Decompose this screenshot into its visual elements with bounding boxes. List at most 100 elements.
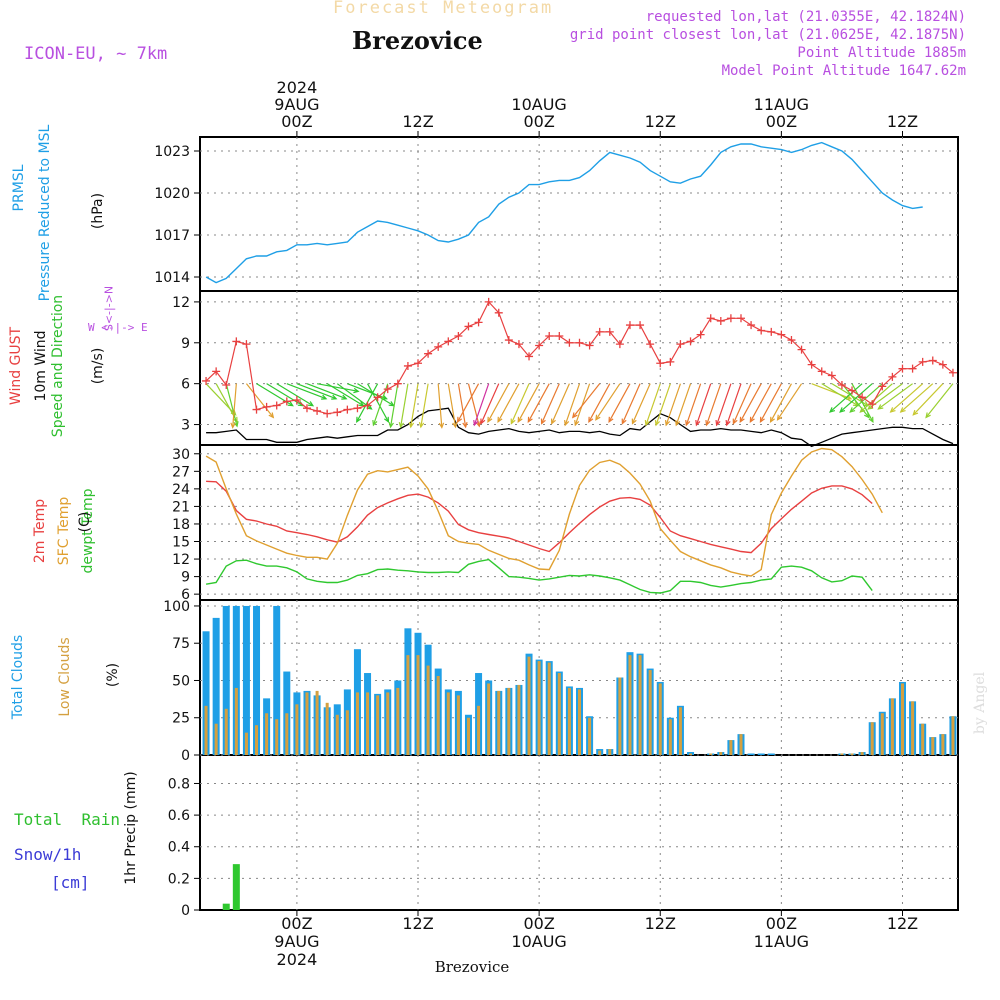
- wind-arrow-head: [595, 414, 601, 421]
- low-cloud-bar: [477, 705, 481, 755]
- low-cloud-bar: [860, 752, 864, 755]
- wind-arrow-head: [475, 421, 481, 428]
- wind-arrow-head: [695, 419, 701, 427]
- wind-arrow-head: [307, 401, 315, 407]
- top-hour-label: 12Z: [645, 112, 676, 131]
- y-tick-label: 0: [181, 903, 190, 919]
- bottom-location-label: Brezovice: [435, 958, 510, 976]
- gust-marker: [222, 381, 231, 390]
- low-cloud-bar: [376, 695, 380, 755]
- low-cloud-bar: [416, 655, 420, 755]
- wind-arrow: [925, 383, 954, 418]
- wind-arrow: [497, 383, 520, 423]
- low-cloud-bar: [618, 677, 622, 755]
- wind-arrow: [225, 383, 238, 427]
- y-tick-label: 0.2: [168, 871, 190, 887]
- model-altitude: Model Point Altitude 1647.62m: [721, 63, 966, 79]
- gust-marker: [656, 359, 665, 368]
- gust-marker: [747, 321, 756, 330]
- low-cloud-bar: [537, 661, 541, 755]
- gust-marker: [817, 367, 826, 376]
- wind-arrow: [480, 383, 500, 424]
- panel-frame: [199, 136, 959, 292]
- low-cloud-bar: [527, 656, 531, 755]
- bottom-hour-label: 00Z: [766, 914, 797, 933]
- wind-arrow: [517, 383, 540, 423]
- gust-marker: [242, 340, 251, 349]
- wind-arrow: [621, 383, 641, 424]
- grid-point-coords: grid point closest lon,lat (21.0625E, 42…: [569, 27, 966, 43]
- gust-marker: [585, 341, 594, 350]
- wind-arrow: [749, 383, 772, 423]
- y-tick-label: 1023: [154, 144, 190, 160]
- bottom-year-label: 2024: [277, 950, 318, 969]
- wind-arrow: [473, 383, 490, 426]
- gust-marker: [777, 330, 786, 339]
- low-cloud-bar: [678, 707, 682, 755]
- gust-marker: [666, 357, 675, 366]
- gust-marker: [202, 376, 211, 385]
- bottom-hour-label: 00Z: [281, 914, 312, 933]
- gust-marker: [252, 405, 261, 414]
- gust-marker: [514, 340, 523, 349]
- low-cloud-bar: [547, 662, 551, 755]
- total-cloud-bar: [242, 605, 250, 755]
- low-cloud-bar: [406, 655, 410, 755]
- low-cloud-bar: [224, 708, 228, 755]
- wind-arrow: [457, 383, 480, 423]
- panel-frame: [199, 754, 959, 911]
- total-cloud-bar: [202, 631, 210, 755]
- wind-arrow: [326, 383, 364, 407]
- y-tick-label: 21: [172, 499, 190, 515]
- gust-marker: [848, 386, 857, 395]
- low-cloud-bar: [305, 692, 309, 755]
- low-cloud-bar: [487, 683, 491, 755]
- wind-arrow: [510, 383, 530, 424]
- top-hour-label: 00Z: [766, 112, 797, 131]
- wind-arrow: [695, 383, 712, 426]
- gust-marker: [484, 297, 493, 306]
- wind-arrow: [541, 383, 560, 424]
- wind-arrow-head: [438, 422, 445, 429]
- gust-marker: [333, 408, 342, 417]
- low-cloud-bar: [931, 737, 935, 755]
- y-tick-label: 0.6: [168, 808, 190, 824]
- bottom-hour-label: 12Z: [402, 914, 433, 933]
- low-cloud-bar: [315, 690, 319, 755]
- low-cloud-bar: [557, 673, 561, 755]
- wind-arrow: [527, 383, 550, 423]
- rain-bar: [232, 864, 240, 910]
- wind-arrow: [564, 383, 581, 426]
- wind-arrow-head: [356, 416, 362, 423]
- total-cloud-bar: [253, 605, 261, 755]
- wind-arrow-head: [739, 416, 745, 423]
- top-year-label: 2024: [277, 78, 318, 97]
- wind-arrow: [232, 383, 237, 428]
- y-tick-label: 9: [181, 570, 190, 586]
- gust-marker: [272, 401, 281, 410]
- wind-arrow: [759, 383, 782, 423]
- low-cloud-bar: [729, 740, 733, 755]
- gust-marker: [282, 397, 291, 406]
- low-cloud-bar: [921, 723, 925, 755]
- faint-title: Forecast Meteogram: [333, 0, 554, 18]
- pressure-line: [205, 141, 923, 284]
- low-cloud-bar: [466, 717, 470, 755]
- model-label: ICON-EU, ~ 7km: [24, 44, 168, 64]
- wind-arrow-head: [749, 416, 755, 423]
- wind-arrow-head: [517, 416, 523, 423]
- low-cloud-bar: [507, 687, 511, 755]
- top-hour-label: 12Z: [887, 112, 918, 131]
- gust-marker: [605, 327, 614, 336]
- wind-arrow-head: [462, 422, 468, 429]
- t2m-line: [206, 480, 873, 554]
- gust-marker: [636, 321, 645, 330]
- wind-arrow-head: [408, 422, 415, 429]
- gust-marker: [373, 393, 382, 402]
- y-tick-label: 25: [172, 711, 190, 727]
- wind-arrow: [685, 383, 702, 426]
- total-cloud-bar: [222, 605, 230, 755]
- wind-arrow: [912, 383, 944, 416]
- gust-marker: [827, 371, 836, 380]
